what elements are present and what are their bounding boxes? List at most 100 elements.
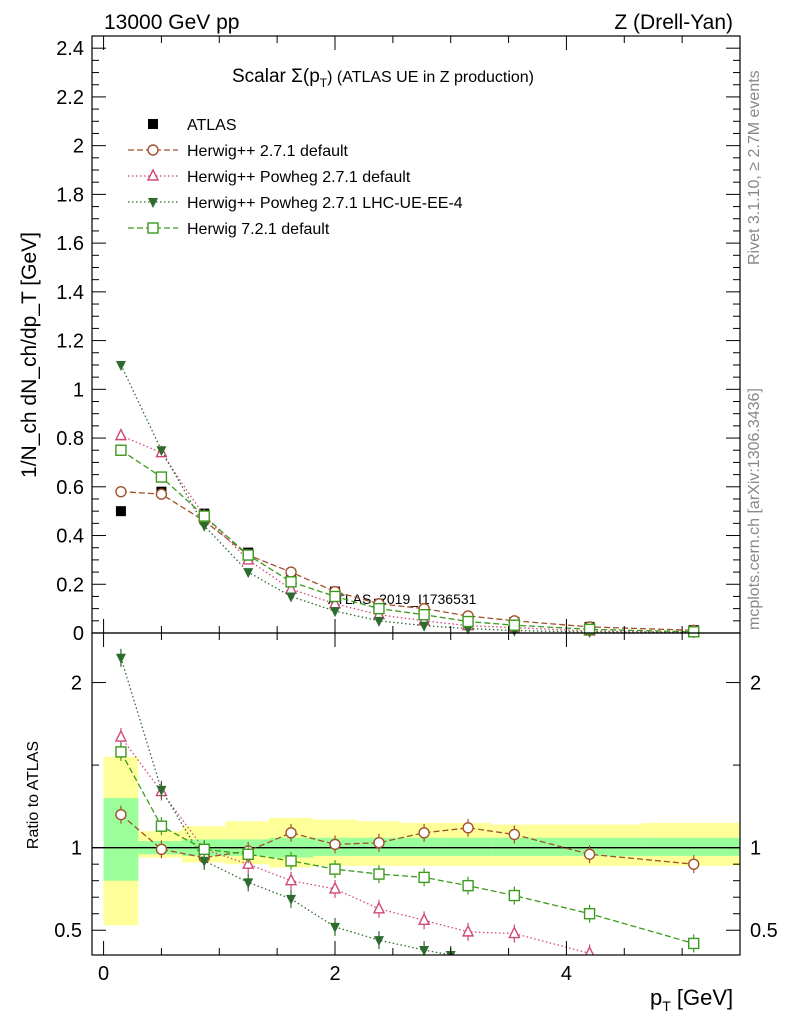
ratio-point bbox=[508, 925, 521, 939]
ratio-point bbox=[329, 838, 341, 851]
watermark: ATLAS_2019_I1736531 bbox=[328, 591, 477, 607]
ratio-point bbox=[330, 922, 340, 933]
series-herwig7_default bbox=[115, 444, 700, 638]
legend-label: ATLAS bbox=[187, 117, 237, 134]
ratio-series-herwigpp_powheg_ee4 bbox=[115, 648, 456, 955]
ratio-y-tick-label: 0.5 bbox=[54, 920, 82, 942]
data-point bbox=[285, 566, 297, 578]
data-point bbox=[329, 590, 341, 603]
ratio-point bbox=[286, 894, 297, 905]
ratio-ylabel: Ratio to ATLAS bbox=[25, 741, 42, 849]
data-point bbox=[462, 615, 474, 628]
ratio-point bbox=[461, 924, 475, 937]
ratio-point bbox=[508, 889, 521, 902]
ratio-line bbox=[120, 814, 694, 865]
data-point bbox=[508, 619, 521, 631]
ratio-point bbox=[508, 828, 521, 841]
ratio-frame bbox=[91, 632, 741, 956]
ratio-point bbox=[418, 871, 430, 884]
data-point bbox=[373, 616, 384, 627]
ratio-point bbox=[328, 881, 342, 894]
ratio-point bbox=[373, 936, 384, 947]
legend-label: Herwig++ 2.7.1 default bbox=[187, 143, 349, 160]
y-tick-label: 2 bbox=[73, 136, 84, 158]
data-point bbox=[156, 446, 167, 457]
ratio-point bbox=[114, 729, 128, 742]
ratio-point bbox=[418, 827, 430, 839]
legend-label: Herwig 7.2.1 default bbox=[187, 221, 330, 238]
ratio-point bbox=[115, 746, 127, 758]
y-tick-label: 0.2 bbox=[56, 574, 84, 596]
main-panel: ATLAS_2019_I1736531 0 0.2 0.4 0.6 0.8 1 1.2 1.4… bbox=[18, 35, 741, 645]
ratio-series-herwigpp_powheg bbox=[114, 728, 595, 955]
legend-marker bbox=[146, 168, 160, 181]
legend-label: Herwig++ Powheg 2.7.1 LHC-UE-EE-4 bbox=[187, 195, 463, 212]
data-point bbox=[114, 428, 128, 441]
ratio-point bbox=[115, 653, 126, 664]
y-tick-label: 0.4 bbox=[56, 526, 84, 548]
legend-entry-atlas: ATLAS bbox=[148, 117, 237, 134]
y-tick-label: 1 bbox=[73, 379, 84, 401]
legend-marker bbox=[148, 198, 158, 208]
series-line bbox=[120, 449, 694, 633]
y-tick-label: 1.4 bbox=[56, 282, 84, 304]
y-tick-label: 1.8 bbox=[56, 184, 84, 206]
series-line bbox=[120, 491, 694, 631]
legend-entry-herwigpp_powheg: Herwig++ Powheg 2.7.1 default bbox=[128, 168, 411, 186]
ratio-plot-area bbox=[92, 648, 740, 955]
ratio-point bbox=[462, 822, 474, 834]
uncertainty-band-inner bbox=[641, 837, 740, 856]
ratio-point bbox=[155, 820, 168, 832]
process-label: Z (Drell-Yan) bbox=[614, 11, 733, 34]
x-axis-label: pT [GeV] bbox=[650, 985, 733, 1014]
y-tick-label: 0 bbox=[73, 623, 84, 645]
data-point bbox=[115, 360, 126, 371]
uncertainty-band-inner bbox=[491, 837, 538, 856]
ratio-series-herwig7_default bbox=[115, 742, 700, 953]
ratio-point bbox=[329, 863, 341, 875]
ratio-point bbox=[156, 785, 167, 796]
legend-marker bbox=[147, 144, 159, 156]
ratio-point bbox=[462, 879, 474, 892]
data-point bbox=[115, 444, 127, 456]
legend-marker bbox=[147, 222, 159, 234]
main-ylabel: 1/N_ch dN_ch/dp_T [GeV] bbox=[18, 232, 41, 478]
ratio-point bbox=[688, 937, 700, 950]
data-point bbox=[419, 621, 430, 632]
ratio-point bbox=[155, 843, 168, 856]
data-point bbox=[285, 576, 297, 588]
y-tick-label: 1.2 bbox=[56, 331, 84, 353]
data-point bbox=[373, 602, 385, 615]
ratio-point bbox=[373, 837, 385, 849]
data-point bbox=[199, 521, 210, 532]
ratio-point bbox=[198, 843, 210, 856]
x-tick-label: 4 bbox=[561, 963, 572, 985]
ratio-point bbox=[199, 856, 210, 867]
rivet-label: Rivet 3.1.10, ≥ 2.7M events bbox=[746, 70, 763, 265]
mcplots-label: mcplots.cern.ch [arXiv:1306.3436] bbox=[746, 388, 763, 630]
ratio-point bbox=[284, 873, 298, 886]
ratio-y-tick-label: 1 bbox=[71, 838, 82, 860]
legend: ATLAS Herwig++ 2.7.1 default Herwig++ Powh… bbox=[128, 117, 463, 238]
energy-label: 13000 GeV pp bbox=[104, 11, 239, 34]
ratio-point bbox=[583, 848, 596, 860]
y-tick-label: 0.6 bbox=[56, 477, 84, 499]
legend-marker bbox=[148, 119, 158, 129]
data-point bbox=[242, 549, 254, 561]
ratio-y-tick-label-right: 1 bbox=[750, 838, 761, 860]
data-point bbox=[418, 609, 430, 621]
ratio-y-tick-label-right: 0.5 bbox=[750, 920, 778, 942]
ratio-y-tick-label: 2 bbox=[71, 673, 82, 695]
legend-entry-herwig7_default: Herwig 7.2.1 default bbox=[128, 221, 330, 238]
data-point bbox=[115, 506, 126, 517]
ratio-point bbox=[417, 912, 431, 926]
data-point bbox=[286, 592, 297, 603]
chart-title: Scalar Σ(pT) (ATLAS UE in Z production) bbox=[232, 66, 534, 90]
data-point bbox=[155, 471, 168, 483]
ratio-line bbox=[120, 751, 694, 945]
data-point bbox=[155, 488, 168, 500]
data-point bbox=[583, 623, 596, 636]
ratio-point bbox=[583, 908, 596, 920]
uncertainty-band-inner bbox=[446, 837, 492, 856]
